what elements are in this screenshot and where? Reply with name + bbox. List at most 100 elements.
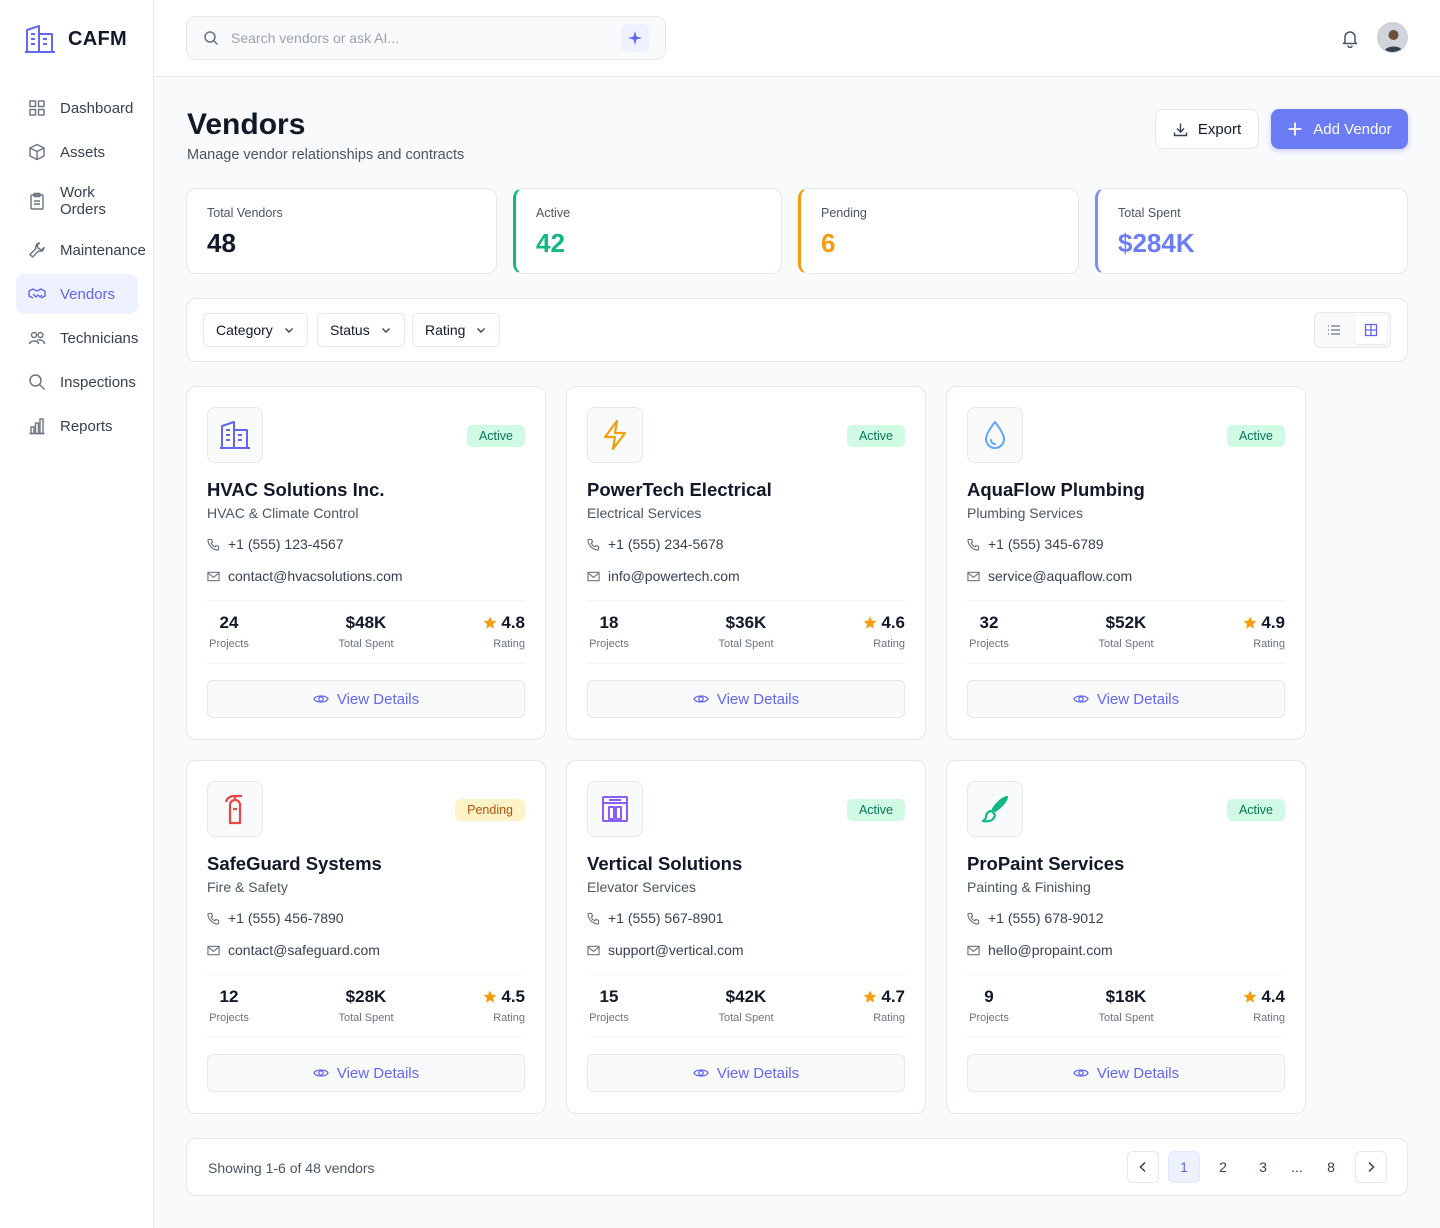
mail-icon <box>587 571 600 581</box>
vendor-card[interactable]: Active ProPaint Services Painting & Fini… <box>946 760 1306 1114</box>
vendor-card[interactable]: Active HVAC Solutions Inc. HVAC & Climat… <box>186 386 546 740</box>
next-page-button[interactable] <box>1355 1151 1387 1183</box>
export-button[interactable]: Export <box>1155 109 1259 149</box>
search-input[interactable] <box>231 30 609 46</box>
users-icon <box>28 331 46 345</box>
vendor-phone[interactable]: +1 (555) 234-5678 <box>587 536 724 552</box>
page-button-3[interactable]: 3 <box>1259 1159 1267 1175</box>
rating-metric: 4.8 Rating <box>471 613 525 650</box>
view-details-label: View Details <box>1096 1064 1180 1082</box>
sidebar-item-assets[interactable]: Assets <box>16 132 138 172</box>
rating-metric: 4.5 Rating <box>471 987 525 1024</box>
vendor-card[interactable]: Active Vertical Solutions Elevator Servi… <box>566 760 926 1114</box>
grid-icon <box>29 100 45 116</box>
status-badge: Pending <box>455 799 525 821</box>
view-details-button[interactable]: View Details <box>967 680 1285 718</box>
brand-name: CAFM <box>68 27 127 50</box>
sidebar-item-inspections[interactable]: Inspections <box>16 362 138 402</box>
vendor-logo <box>967 407 1023 463</box>
vendor-phone[interactable]: +1 (555) 567-8901 <box>587 910 724 926</box>
spent-value: $48K <box>345 613 387 632</box>
status-badge: Active <box>846 425 905 447</box>
category-filter-dropdown[interactable]: Category <box>203 313 308 347</box>
sidebar-item-dashboard[interactable]: Dashboard <box>16 88 138 128</box>
rating-label: Rating <box>1253 638 1285 650</box>
stat-card-active: Active 42 <box>513 188 782 274</box>
sidebar-item-technicians[interactable]: Technicians <box>16 318 138 358</box>
spent-label: Total Spent <box>1098 1012 1154 1024</box>
page-button-1[interactable]: 1 <box>1168 1151 1200 1183</box>
vendor-email[interactable]: hello@propaint.com <box>967 942 1113 958</box>
status-filter-dropdown[interactable]: Status <box>317 313 405 347</box>
vendor-phone[interactable]: +1 (555) 345-6789 <box>967 536 1104 552</box>
phone-icon <box>207 912 220 925</box>
droplet-icon <box>983 420 1007 450</box>
avatar[interactable] <box>1377 22 1408 53</box>
list-view-button[interactable] <box>1318 316 1351 344</box>
vendor-card[interactable]: Pending SafeGuard Systems Fire & Safety … <box>186 760 546 1114</box>
view-details-button[interactable]: View Details <box>587 680 905 718</box>
sidebar-item-label: Work Orders <box>60 184 106 218</box>
mail-icon <box>207 945 220 955</box>
sidebar-item-vendors[interactable]: Vendors <box>16 274 138 314</box>
spent-metric: $52K Total Spent <box>1081 613 1171 650</box>
vendor-email[interactable]: info@powertech.com <box>587 568 740 584</box>
stat-label: Total Vendors <box>207 206 283 220</box>
vendor-category: Painting & Finishing <box>967 879 1091 895</box>
rating-filter-dropdown[interactable]: Rating <box>412 313 501 347</box>
view-details-button[interactable]: View Details <box>207 680 525 718</box>
spent-value: $52K <box>1105 613 1147 632</box>
view-details-button[interactable]: View Details <box>587 1054 905 1092</box>
sidebar-item-work-orders[interactable]: Work Orders <box>16 176 138 226</box>
vendor-email[interactable]: service@aquaflow.com <box>967 568 1132 584</box>
spent-value: $42K <box>725 987 767 1006</box>
search-bar[interactable] <box>186 16 666 60</box>
add-vendor-label: Add Vendor <box>1313 120 1392 138</box>
prev-page-button[interactable] <box>1127 1151 1159 1183</box>
rating-value: 4.6 <box>881 613 905 632</box>
vendor-email-text: info@powertech.com <box>608 568 740 584</box>
view-details-label: View Details <box>336 690 420 708</box>
sparkle-icon <box>628 31 642 45</box>
elevator-icon <box>601 795 629 823</box>
page-title: Vendors <box>187 108 306 141</box>
vendor-email[interactable]: contact@safeguard.com <box>207 942 380 958</box>
category-filter-label: Category <box>216 322 273 338</box>
view-details-label: View Details <box>336 1064 420 1082</box>
vendor-logo <box>207 781 263 837</box>
add-vendor-button[interactable]: Add Vendor <box>1271 109 1408 149</box>
projects-label: Projects <box>209 1012 249 1024</box>
vendor-category: Fire & Safety <box>207 879 288 895</box>
projects-label: Projects <box>969 1012 1009 1024</box>
rating-value: 4.4 <box>1261 987 1285 1006</box>
vendor-email-text: contact@safeguard.com <box>228 942 380 958</box>
vendor-phone[interactable]: +1 (555) 456-7890 <box>207 910 344 926</box>
mail-icon <box>587 945 600 955</box>
notification-bell-icon[interactable] <box>1340 28 1360 48</box>
ai-assist-button[interactable] <box>621 24 649 52</box>
page-button-2[interactable]: 2 <box>1219 1159 1227 1175</box>
vendor-card[interactable]: Active PowerTech Electrical Electrical S… <box>566 386 926 740</box>
view-details-button[interactable]: View Details <box>967 1054 1285 1092</box>
stat-value: 48 <box>207 228 236 258</box>
sidebar-item-maintenance[interactable]: Maintenance <box>16 230 146 270</box>
view-details-button[interactable]: View Details <box>207 1054 525 1092</box>
sidebar-item-reports[interactable]: Reports <box>16 406 138 446</box>
page-button-8[interactable]: 8 <box>1327 1159 1335 1175</box>
vendor-phone[interactable]: +1 (555) 123-4567 <box>207 536 344 552</box>
vendor-category: Electrical Services <box>587 505 702 521</box>
sidebar-item-label: Inspections <box>60 373 136 391</box>
vendor-metrics: 12 Projects $28K Total Spent 4.5 Rating <box>207 974 525 1038</box>
vendor-email[interactable]: support@vertical.com <box>587 942 744 958</box>
paintbrush-icon <box>980 794 1010 824</box>
brand[interactable]: CAFM <box>24 24 127 54</box>
sidebar-nav: Dashboard Assets Work Orders Maintenance… <box>16 88 146 450</box>
grid-view-button[interactable] <box>1354 316 1387 344</box>
vendor-card[interactable]: Active AquaFlow Plumbing Plumbing Servic… <box>946 386 1306 740</box>
vendor-phone[interactable]: +1 (555) 678-9012 <box>967 910 1104 926</box>
vendor-email-text: contact@hvacsolutions.com <box>228 568 403 584</box>
vendor-metrics: 24 Projects $48K Total Spent 4.8 Rating <box>207 600 525 664</box>
search-icon <box>29 374 46 391</box>
vendor-logo <box>967 781 1023 837</box>
vendor-email[interactable]: contact@hvacsolutions.com <box>207 568 403 584</box>
